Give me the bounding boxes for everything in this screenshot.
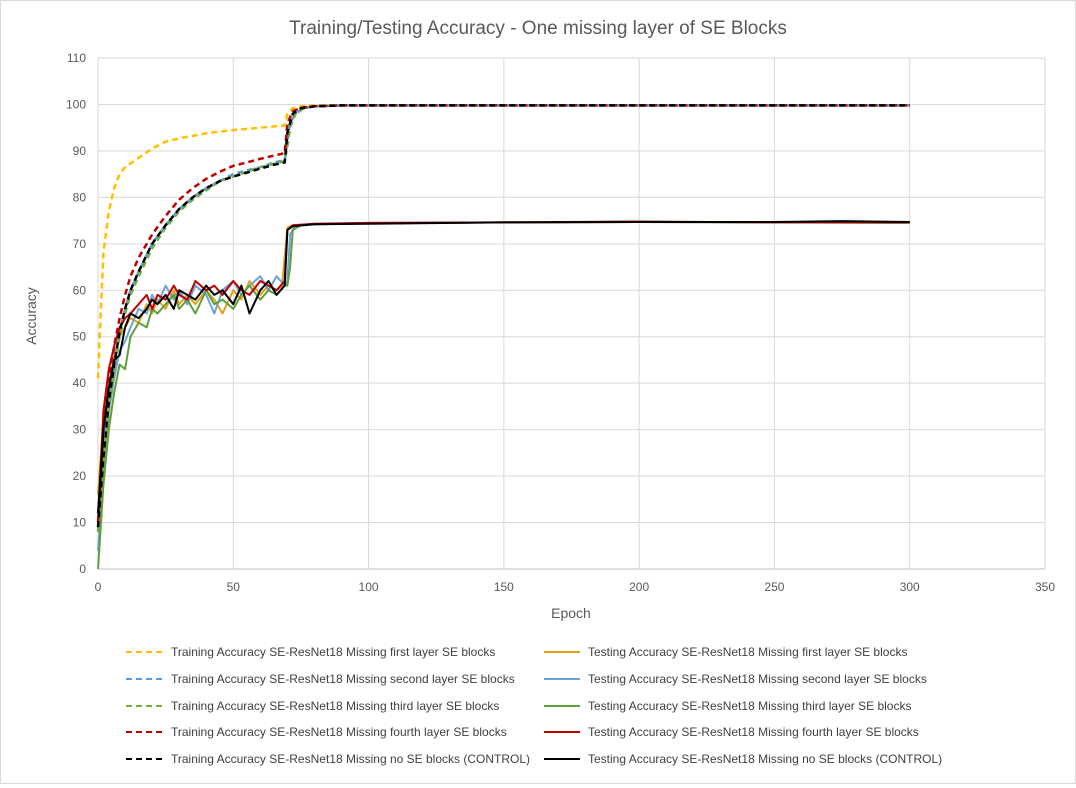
y-tick-label: 40 — [73, 376, 87, 390]
x-axis-label: Epoch — [551, 605, 591, 621]
x-tick-label: 50 — [227, 580, 241, 594]
x-tick-label: 350 — [1035, 580, 1055, 594]
y-tick-label: 100 — [66, 97, 86, 111]
y-tick-label: 90 — [73, 144, 87, 158]
x-tick-label: 0 — [95, 580, 102, 594]
x-tick-label: 150 — [494, 580, 514, 594]
x-tick-label: 250 — [764, 580, 784, 594]
y-tick-label: 30 — [73, 423, 87, 437]
series-line-9 — [97, 220, 910, 514]
legend-label-8: Training Accuracy SE-ResNet18 Missing no… — [171, 752, 530, 766]
legend: Training Accuracy SE-ResNet18 Missing fi… — [126, 645, 942, 766]
legend-label-4: Training Accuracy SE-ResNet18 Missing th… — [171, 699, 499, 713]
y-tick-label: 20 — [73, 469, 87, 483]
y-tick-label: 60 — [73, 283, 87, 297]
y-tick-label: 50 — [73, 330, 87, 344]
y-axis-label: Accuracy — [23, 287, 39, 345]
x-tick-label: 100 — [359, 580, 379, 594]
legend-label-2: Training Accuracy SE-ResNet18 Missing se… — [171, 672, 515, 686]
y-tick-label: 80 — [73, 190, 87, 204]
legend-label-7: Testing Accuracy SE-ResNet18 Missing fou… — [588, 725, 919, 739]
grid-lines — [97, 57, 1046, 570]
x-tick-label: 300 — [900, 580, 920, 594]
series-line-6 — [96, 104, 910, 523]
x-tick-labels: 0 50 100 150 200 250 300 350 — [95, 580, 1056, 594]
legend-label-6: Training Accuracy SE-ResNet18 Missing fo… — [171, 725, 507, 739]
plot-series — [96, 104, 910, 570]
y-tick-labels: 0 10 20 30 40 50 60 70 80 90 100 110 — [66, 51, 86, 576]
legend-label-1: Testing Accuracy SE-ResNet18 Missing fir… — [588, 645, 907, 659]
y-tick-label: 70 — [73, 237, 87, 251]
legend-label-0: Training Accuracy SE-ResNet18 Missing fi… — [171, 645, 495, 659]
chart-title: Training/Testing Accuracy - One missing … — [289, 18, 787, 39]
y-tick-label: 110 — [67, 51, 86, 65]
legend-label-3: Testing Accuracy SE-ResNet18 Missing sec… — [588, 672, 927, 686]
y-tick-label: 10 — [73, 516, 87, 530]
y-tick-label: 0 — [79, 562, 86, 576]
legend-label-5: Testing Accuracy SE-ResNet18 Missing thi… — [588, 699, 911, 713]
series-line-8 — [96, 104, 910, 528]
x-tick-label: 200 — [629, 580, 649, 594]
legend-label-9: Testing Accuracy SE-ResNet18 Missing no … — [588, 752, 942, 766]
